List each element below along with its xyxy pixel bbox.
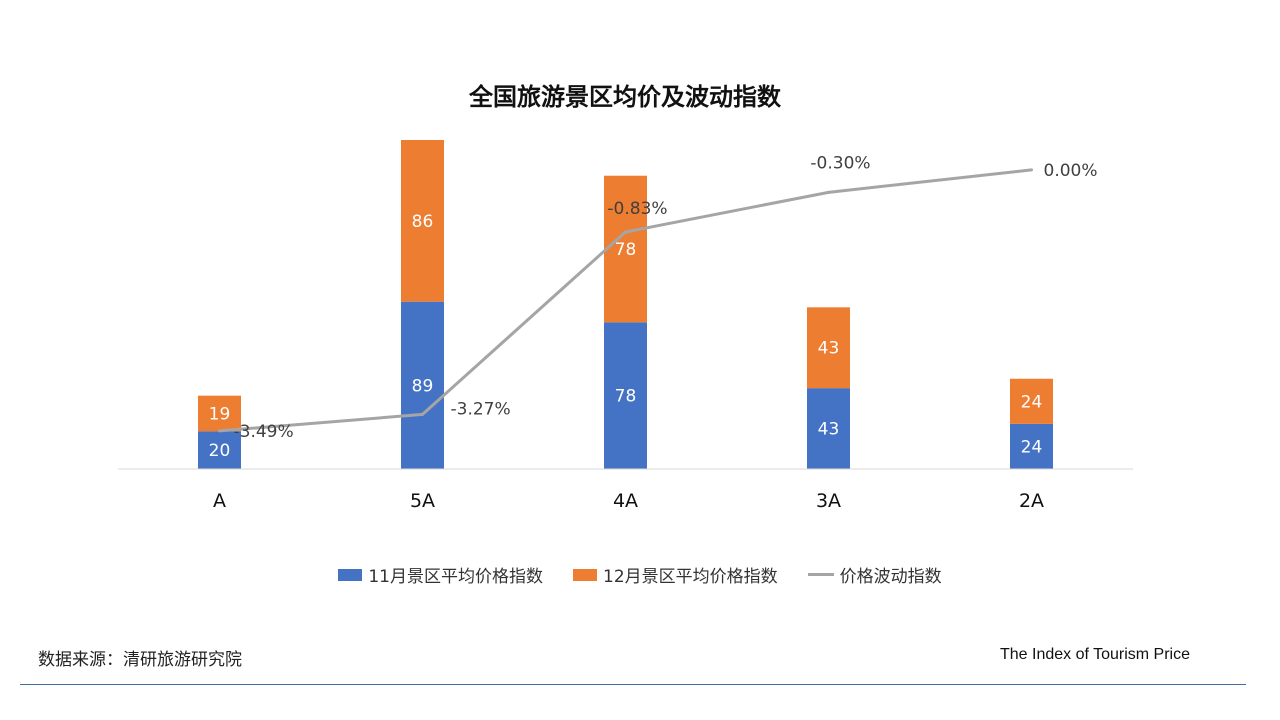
data-source-note: 数据来源：清研旅游研究院 [38,650,242,670]
legend-label-november: 11月景区平均价格指数 [368,567,543,587]
volatility-point-3A[interactable] [827,190,830,194]
bar-label-november-3A: 43 [818,420,840,440]
bar-december-2A[interactable] [1010,378,1053,424]
legend-label-december: 12月景区平均价格指数 [603,567,778,587]
bar-november-4A[interactable] [604,322,647,469]
volatility-label-5A: -3.27% [451,399,511,419]
volatility-point-5A[interactable] [421,412,424,416]
x-tick-label-2A: 2A [1019,490,1044,512]
volatility-label-2A: 0.00% [1044,161,1098,181]
bar-label-december-2A: 24 [1021,392,1043,412]
bar-november-5A[interactable] [401,301,444,469]
bar-label-december-3A: 43 [818,339,840,359]
x-tick-label-5A: 5A [410,490,435,512]
x-tick-labels: A 5A 4A 3A 2A [213,490,1044,512]
legend-item-november[interactable]: 11月景区平均价格指数 [338,562,543,587]
bar-november-2A[interactable] [1010,423,1053,469]
bar-label-november-5A: 89 [412,376,434,396]
bars-layer: 20 19 89 86 78 78 43 43 24 24 [198,140,1053,469]
line-layer: -3.49% -3.27% -0.83% -0.30% 0.00% [218,153,1098,442]
bar-label-november-2A: 24 [1021,437,1043,457]
bar-december-A[interactable] [198,395,241,432]
chart-title: 全国旅游景区均价及波动指数 [468,83,782,111]
bar-december-5A[interactable] [401,140,444,302]
legend-item-december[interactable]: 12月景区平均价格指数 [573,562,778,587]
bar-december-4A[interactable] [604,175,647,323]
x-tick-label-A: A [213,490,226,512]
legend-swatch-volatility [807,573,834,576]
bar-label-december-4A: 78 [615,240,637,260]
volatility-point-2A[interactable] [1030,168,1033,172]
legend-swatch-december [573,568,597,581]
x-tick-label-4A: 4A [613,490,638,512]
volatility-label-3A: -0.30% [810,153,870,173]
x-tick-label-3A: 3A [816,490,841,512]
bar-november-A[interactable] [198,431,241,469]
bar-label-november-A: 20 [209,441,231,461]
legend-item-volatility[interactable]: 价格波动指数 [807,562,942,587]
legend-label-volatility: 价格波动指数 [839,567,942,587]
volatility-point-4A[interactable] [624,230,627,234]
footer-divider [20,684,1246,685]
bar-label-november-4A: 78 [615,387,637,407]
volatility-label-A: -3.49% [234,422,294,442]
legend-swatch-november [338,568,363,581]
bar-label-december-5A: 86 [412,212,434,232]
bar-december-3A[interactable] [807,307,850,389]
legend: 11月景区平均价格指数 12月景区平均价格指数 价格波动指数 [0,562,1280,587]
english-title: The Index of Tourism Price [999,646,1190,663]
volatility-point-A[interactable] [218,429,221,433]
bar-label-december-A: 19 [209,405,231,425]
bar-november-3A[interactable] [807,388,850,469]
volatility-label-4A: -0.83% [607,199,667,219]
